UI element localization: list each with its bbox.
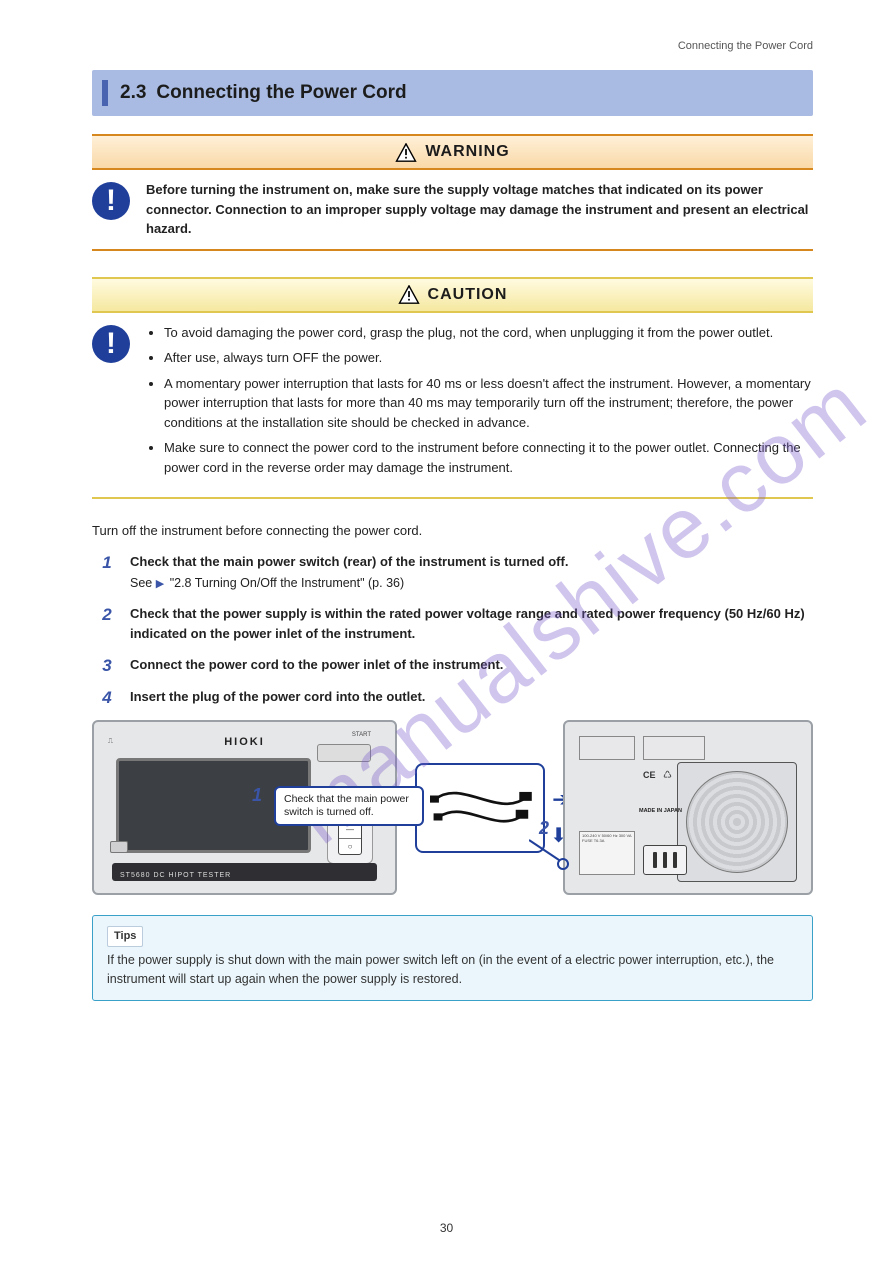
rating-label: 100-240 V 50/60 Hz 300 VA FUSE T6.3A: [579, 831, 635, 875]
start-button-illustration: [317, 744, 371, 762]
warning-label: WARNING: [425, 143, 509, 161]
warning-body: Before turning the instrument on, make s…: [146, 180, 813, 239]
section-title-bar: 2.3 Connecting the Power Cord: [92, 70, 813, 116]
weee-icon: ♺: [663, 770, 672, 781]
section-number: 2.3: [120, 82, 146, 104]
switch-off: ○: [339, 839, 361, 855]
device-back-illustration: 2 CE ♺ MADE IN JAPAN 100-240 V 50/60 Hz …: [563, 720, 813, 895]
step-4: Insert the plug of the power cord into t…: [96, 687, 813, 707]
back-usb-port: [579, 736, 635, 760]
tip-box: Tips If the power supply is shut down wi…: [92, 915, 813, 1001]
procedure-intro: Turn off the instrument before connectin…: [92, 523, 813, 538]
power-switch-illustration: — ○: [338, 821, 362, 855]
start-label: START: [352, 732, 371, 738]
caution-body: To avoid damaging the power cord, grasp …: [146, 323, 813, 484]
exclamation-icon: !: [92, 182, 130, 220]
step-note: See ▶ "2.8 Turning On/Off the Instrument…: [130, 574, 813, 593]
step-marker-1: 1: [252, 784, 262, 807]
caution-item: To avoid damaging the power cord, grasp …: [164, 323, 813, 343]
front-callout: 1 Check that the main power switch is tu…: [274, 786, 424, 826]
step-note-label: See: [130, 576, 152, 590]
brand-label: HIOKI: [224, 736, 265, 748]
caution-item: Make sure to connect the power cord to t…: [164, 438, 813, 477]
caution-triangle-icon: [398, 285, 420, 304]
exclamation-icon: !: [92, 325, 130, 363]
procedure-steps: Check that the main power switch (rear) …: [92, 552, 813, 706]
step-3: Connect the power cord to the power inle…: [96, 655, 813, 675]
tip-body: If the power supply is shut down with th…: [107, 953, 774, 986]
warning-bar: WARNING: [92, 134, 813, 170]
arrow-icon: ▶: [156, 578, 164, 590]
tip-label: Tips: [107, 926, 143, 947]
caution-item: A momentary power interruption that last…: [164, 374, 813, 433]
usb-icon: ⎍: [108, 738, 113, 746]
model-label: ST5680 DC HIPOT TESTER: [120, 872, 231, 879]
step-text: Check that the power supply is within th…: [130, 606, 805, 641]
section-title: Connecting the Power Cord: [156, 82, 406, 104]
page-running-header: Connecting the Power Cord: [678, 40, 813, 52]
warning-triangle-icon: [395, 143, 417, 162]
step-2: Check that the power supply is within th…: [96, 604, 813, 643]
caution-list: To avoid damaging the power cord, grasp …: [146, 323, 813, 478]
caution-item: After use, always turn OFF the power.: [164, 348, 813, 368]
callout-leader-icon: [529, 834, 569, 874]
caution-label: CAUTION: [428, 286, 508, 304]
power-inlet-icon: [643, 845, 687, 875]
page-number: 30: [440, 1221, 453, 1235]
front-callout-text: Check that the main power switch is turn…: [284, 793, 409, 818]
power-cord-icon: [425, 783, 535, 833]
made-in-label: MADE IN JAPAN: [639, 808, 682, 814]
ce-mark-icon: CE: [643, 770, 656, 780]
caution-bottom-rule: [92, 497, 813, 499]
step-note-ref: "2.8 Turning On/Off the Instrument" (p. …: [170, 576, 404, 590]
section-accent: [102, 80, 108, 106]
warning-bottom-rule: [92, 249, 813, 251]
device-front-illustration: ⎍ HIOKI START POWER — ○ ST5680 DC HIPOT …: [92, 720, 397, 895]
caution-bar: CAUTION: [92, 277, 813, 313]
port-illustration: [110, 841, 128, 853]
diagram-row: ⎍ HIOKI START POWER — ○ ST5680 DC HIPOT …: [92, 720, 813, 895]
step-text: Insert the plug of the power cord into t…: [130, 689, 425, 704]
step-text: Connect the power cord to the power inle…: [130, 657, 503, 672]
fan-icon: [677, 762, 797, 882]
step-text: Check that the main power switch (rear) …: [130, 554, 568, 569]
step-1: Check that the main power switch (rear) …: [96, 552, 813, 592]
back-io-port: [643, 736, 705, 760]
cable-frame: 3 ➔ 4 ⬇: [415, 763, 545, 853]
